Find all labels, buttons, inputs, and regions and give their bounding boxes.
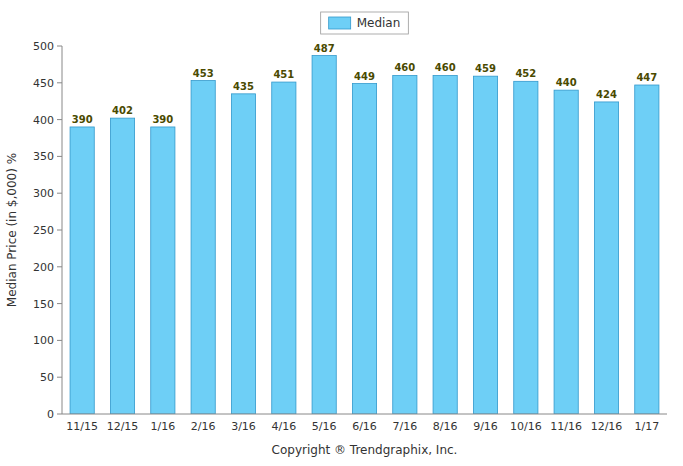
data-label: 487 [314,43,335,54]
y-tick [57,303,62,304]
data-label: 452 [515,68,536,79]
data-label: 460 [435,62,456,73]
y-tick [57,156,62,157]
data-label: 440 [556,77,577,88]
data-label: 460 [394,62,415,73]
bar [151,127,175,414]
y-tick [57,82,62,83]
x-tick-label: 11/16 [550,420,582,433]
x-tick-label: 12/15 [107,420,139,433]
bar [70,127,94,414]
data-label: 435 [233,81,254,92]
y-tick-label: 150 [33,298,54,311]
bar [231,94,255,414]
bar [594,102,618,414]
y-tick-label: 400 [33,114,54,127]
bar [312,56,336,414]
bar [272,82,296,414]
y-tick-label: 350 [33,150,54,163]
y-tick [57,414,62,415]
bars [70,56,659,414]
bar [352,84,376,414]
y-tick-label: 300 [33,187,54,200]
bar [554,90,578,414]
x-tick-label: 2/16 [191,420,216,433]
y-tick-label: 500 [33,40,54,53]
y-tick-label: 100 [33,334,54,347]
legend-frame [321,12,409,34]
data-label: 390 [72,114,93,125]
y-tick-label: 250 [33,224,54,237]
data-label: 459 [475,63,496,74]
chart: 390 402 390 453 435 451 487 449 460 460 459 452 440 4… [0,0,683,466]
bar [110,118,134,414]
data-label: 453 [193,68,214,79]
data-label: 390 [152,114,173,125]
y-axis-label: Median Price (in $,000) % [5,153,19,307]
y-tick [57,119,62,120]
data-label: 449 [354,71,375,82]
x-tick-label: 1/16 [150,420,175,433]
x-tick-label: 4/16 [271,420,296,433]
x-tick-label: 7/16 [392,420,417,433]
x-tick-label: 1/17 [634,420,659,433]
legend-swatch [329,17,351,29]
bar [473,76,497,414]
x-tick-label: 3/16 [231,420,256,433]
data-label: 424 [596,89,617,100]
x-tick-label: 5/16 [312,420,337,433]
y-tick-label: 450 [33,77,54,90]
y-tick-label: 0 [47,408,54,421]
x-tick-label: 8/16 [433,420,458,433]
x-tick-label: 10/16 [510,420,542,433]
bar [433,75,457,414]
x-axis-line [62,414,667,415]
data-label: 447 [636,72,657,83]
chart-container: 390 402 390 453 435 451 487 449 460 460 459 452 440 4… [0,0,683,466]
y-tick-label: 50 [40,371,54,384]
y-tick [57,230,62,231]
y-tick-label: 200 [33,261,54,274]
y-tick [57,193,62,194]
x-tick-label: 11/15 [66,420,98,433]
y-tick [57,340,62,341]
x-tick-label: 12/16 [591,420,623,433]
legend-label: Median [357,16,401,30]
y-tick [57,266,62,267]
x-tick-label: 6/16 [352,420,377,433]
legend: Median [321,12,409,34]
bar [514,81,538,414]
data-label: 402 [112,105,133,116]
x-axis-label: Copyright ® Trendgraphix, Inc. [272,443,458,457]
data-label: 451 [273,69,294,80]
bar [393,75,417,414]
bar [191,81,215,414]
x-tick-label: 9/16 [473,420,498,433]
y-tick [57,377,62,378]
y-tick [57,46,62,47]
bar [635,85,659,414]
